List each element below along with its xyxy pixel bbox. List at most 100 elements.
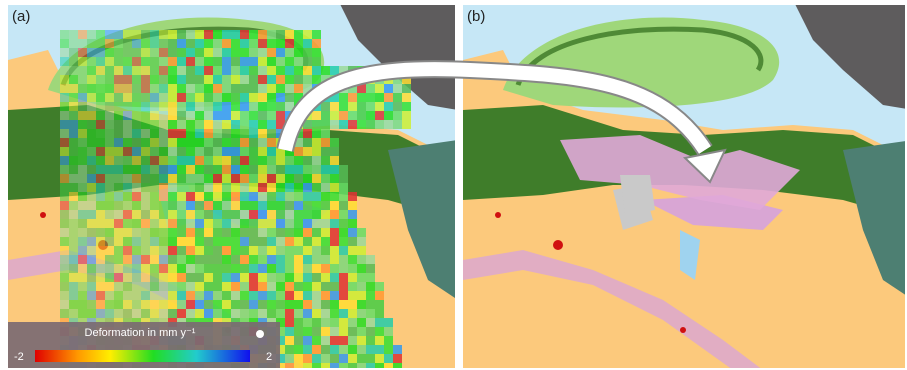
- deformation-pixel: [357, 264, 366, 273]
- deformation-pixel: [150, 192, 159, 201]
- deformation-pixel: [150, 48, 159, 57]
- deformation-pixel: [150, 120, 159, 129]
- deformation-pixel: [231, 57, 240, 66]
- deformation-pixel: [69, 174, 78, 183]
- deformation-pixel: [60, 264, 69, 273]
- legend-title: Deformation in mm y⁻¹: [85, 327, 196, 339]
- deformation-pixel: [249, 84, 258, 93]
- deformation-pixel: [258, 48, 267, 57]
- deformation-pixel: [186, 57, 195, 66]
- deformation-pixel: [150, 93, 159, 102]
- deformation-pixel: [168, 30, 177, 39]
- deformation-pixel: [186, 228, 195, 237]
- deformation-pixel: [195, 39, 204, 48]
- deformation-pixel: [321, 255, 330, 264]
- deformation-pixel: [141, 210, 150, 219]
- deformation-pixel: [249, 246, 258, 255]
- deformation-pixel: [222, 246, 231, 255]
- deformation-pixel: [303, 165, 312, 174]
- deformation-pixel: [213, 228, 222, 237]
- deformation-pixel: [186, 102, 195, 111]
- deformation-pixel: [114, 300, 123, 309]
- deformation-pixel: [132, 147, 141, 156]
- deformation-pixel: [375, 102, 384, 111]
- deformation-pixel: [240, 129, 249, 138]
- settings-icon[interactable]: [256, 330, 264, 338]
- deformation-pixel: [258, 174, 267, 183]
- deformation-pixel: [231, 228, 240, 237]
- deformation-pixel: [96, 120, 105, 129]
- deformation-pixel: [375, 327, 384, 336]
- deformation-pixel: [321, 354, 330, 363]
- deformation-pixel: [258, 102, 267, 111]
- deformation-pixel: [177, 228, 186, 237]
- deformation-pixel: [60, 300, 69, 309]
- deformation-pixel: [366, 120, 375, 129]
- deformation-pixel: [195, 120, 204, 129]
- deformation-pixel: [213, 48, 222, 57]
- deformation-pixel: [114, 237, 123, 246]
- deformation-pixel: [357, 111, 366, 120]
- deformation-pixel: [213, 201, 222, 210]
- deformation-pixel: [60, 183, 69, 192]
- deformation-pixel: [150, 237, 159, 246]
- deformation-pixel: [240, 255, 249, 264]
- deformation-pixel: [249, 291, 258, 300]
- deformation-pixel: [141, 138, 150, 147]
- deformation-pixel: [276, 174, 285, 183]
- deformation-pixel: [60, 201, 69, 210]
- deformation-pixel: [267, 174, 276, 183]
- deformation-pixel: [87, 228, 96, 237]
- deformation-pixel: [78, 192, 87, 201]
- deformation-pixel: [195, 165, 204, 174]
- deformation-pixel: [366, 318, 375, 327]
- deformation-pixel: [177, 237, 186, 246]
- deformation-pixel: [240, 183, 249, 192]
- deformation-pixel: [348, 192, 357, 201]
- deformation-pixel: [393, 84, 402, 93]
- deformation-pixel: [375, 354, 384, 363]
- deformation-pixel: [78, 273, 87, 282]
- deformation-pixel: [141, 66, 150, 75]
- deformation-pixel: [78, 300, 87, 309]
- deformation-pixel: [240, 246, 249, 255]
- deformation-pixel: [186, 84, 195, 93]
- deformation-pixel: [402, 111, 411, 120]
- deformation-pixel: [132, 120, 141, 129]
- deformation-pixel: [330, 291, 339, 300]
- deformation-pixel: [258, 75, 267, 84]
- deformation-pixel: [240, 156, 249, 165]
- deformation-pixel: [105, 111, 114, 120]
- deformation-pixel: [204, 84, 213, 93]
- deformation-pixel: [78, 84, 87, 93]
- deformation-pixel: [87, 57, 96, 66]
- deformation-pixel: [285, 228, 294, 237]
- deformation-pixel: [384, 363, 393, 370]
- deformation-pixel: [204, 237, 213, 246]
- deformation-pixel: [294, 264, 303, 273]
- deformation-pixel: [357, 300, 366, 309]
- deformation-pixel: [366, 111, 375, 120]
- deformation-pixel: [96, 264, 105, 273]
- deformation-pixel: [330, 327, 339, 336]
- deformation-pixel: [339, 309, 348, 318]
- deformation-pixel: [186, 48, 195, 57]
- deformation-pixel: [267, 30, 276, 39]
- deformation-pixel: [285, 318, 294, 327]
- deformation-pixel: [132, 282, 141, 291]
- deformation-pixel: [222, 147, 231, 156]
- deformation-pixel: [303, 147, 312, 156]
- deformation-pixel: [60, 291, 69, 300]
- deformation-pixel: [60, 192, 69, 201]
- deformation-pixel: [366, 102, 375, 111]
- deformation-pixel: [204, 138, 213, 147]
- deformation-pixel: [312, 255, 321, 264]
- deformation-pixel: [105, 165, 114, 174]
- deformation-pixel: [186, 75, 195, 84]
- deformation-pixel: [177, 120, 186, 129]
- legend: Deformation in mm y⁻¹ -2 2: [8, 322, 280, 368]
- deformation-pixel: [69, 255, 78, 264]
- deformation-pixel: [141, 93, 150, 102]
- deformation-pixel: [114, 255, 123, 264]
- deformation-pixel: [348, 318, 357, 327]
